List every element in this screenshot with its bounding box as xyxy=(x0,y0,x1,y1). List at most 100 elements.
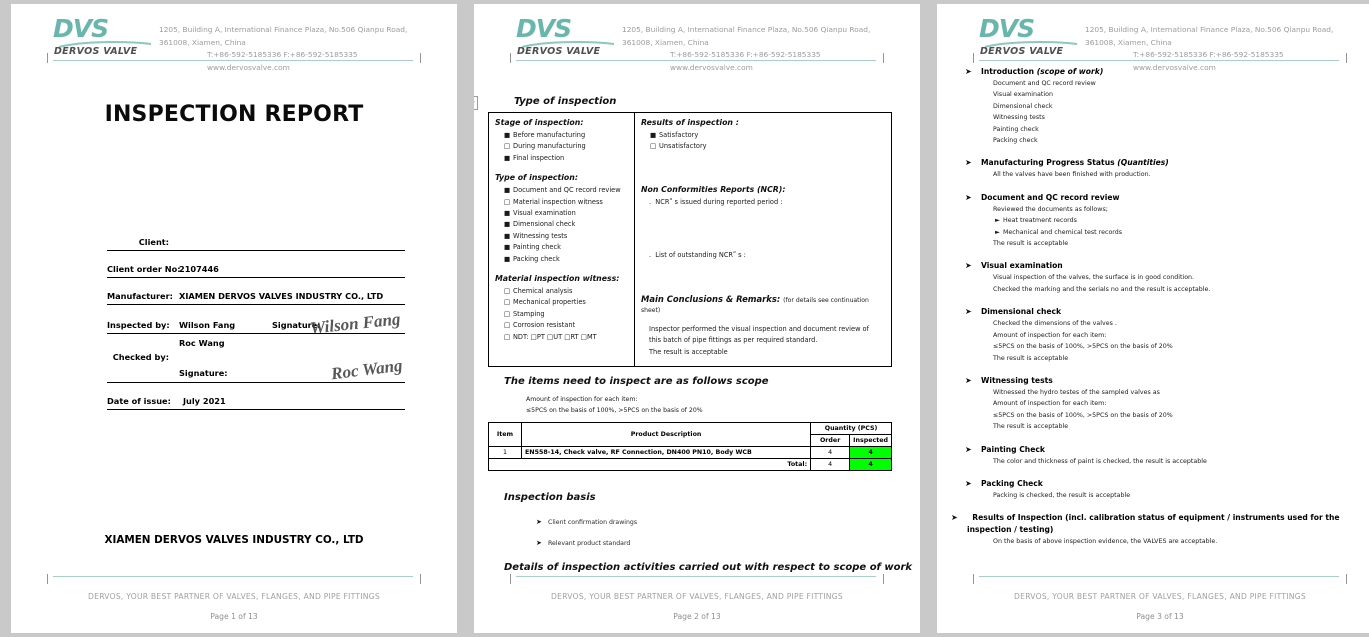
ndt-option[interactable]: □RT xyxy=(564,332,579,341)
footer-rule xyxy=(516,576,876,577)
logo-wordmark: DVS xyxy=(979,14,1035,43)
page-header: DVS DERVOS VALVE 1205, Building A, Inter… xyxy=(474,4,920,72)
cell-total-inspected: 4 xyxy=(849,458,892,471)
inspection-box-right-column: Results of inspection : ■ Satisfactory □ U… xyxy=(635,113,891,366)
checkbox-row[interactable]: □ Stamping xyxy=(495,309,628,320)
checkbox-row[interactable]: ■ Packing check xyxy=(495,254,628,265)
field-value[interactable]: July 2021 xyxy=(183,396,226,406)
th-order: Order xyxy=(810,434,851,447)
field-label: Date of issue: xyxy=(107,396,171,406)
body-subline-text: Heat treatment records xyxy=(1003,217,1077,225)
spacer xyxy=(937,146,1369,157)
dervos-logo: DVS DERVOS VALVE xyxy=(516,16,616,58)
checkbox-row[interactable]: □ Corrosion resistant xyxy=(495,320,628,331)
checkbox-row[interactable]: ■ Visual examination xyxy=(495,208,628,219)
field-value[interactable]: 2107446 xyxy=(179,264,219,274)
checkbox-row[interactable]: ■ Dimensional check xyxy=(495,219,628,230)
body-line: ≤5PCS on the basis of 100%, >5PCS on the… xyxy=(993,343,1173,351)
arrow-bullet-icon: ➤ xyxy=(965,375,972,385)
section-dimensional-check: ➤ Dimensional check Checked the dimension… xyxy=(937,306,1369,364)
ndt-option[interactable]: □UT xyxy=(547,332,563,341)
field-value[interactable]: XIAMEN DERVOS VALVES INDUSTRY CO., LTD xyxy=(179,291,384,301)
field-value[interactable] xyxy=(175,247,405,250)
checkbox-empty-icon: □ xyxy=(650,142,657,151)
logo-subtext: DERVOS VALVE xyxy=(54,46,138,57)
inspection-items-table: Item Product Description Quantity (PCS) … xyxy=(487,422,892,471)
checkbox-label: Packing check xyxy=(513,254,560,263)
dervos-logo: DVS DERVOS VALVE xyxy=(979,16,1079,58)
checkbox-row[interactable]: ■ Painting check xyxy=(495,242,628,253)
checkbox-label: Corrosion resistant xyxy=(513,321,576,330)
conclusions-line: this batch of pipe fittings as per requi… xyxy=(649,336,818,345)
checkbox-row[interactable]: ■ Document and QC record review xyxy=(495,185,628,196)
field-value: Wilson Fang xyxy=(179,320,236,330)
checkbox-label: Material inspection witness xyxy=(513,197,603,206)
list-item-label: Relevant product standard xyxy=(548,540,631,547)
checkbox-label: During manufacturing xyxy=(513,142,586,151)
checkbox-row[interactable]: ■ Final inspection xyxy=(495,153,628,164)
document-page-1: DVS DERVOS VALVE 1205, Building A, Inter… xyxy=(11,4,457,633)
subheading-main-conclusions: Main Conclusions & Remarks: (for details… xyxy=(641,294,885,314)
section-heading: ➤ Dimensional check xyxy=(965,306,1361,318)
section-introduction: ➤ Introduction (scope of work) Document a… xyxy=(937,66,1369,146)
table-total-row: Total: 4 4 xyxy=(487,458,892,471)
ndt-option[interactable]: □PT xyxy=(530,332,545,341)
section-heading-scope: The items need to inspect are as follows… xyxy=(504,376,769,387)
cell-inspected-qty: 4 xyxy=(849,446,892,459)
body-line: All the valves have been finished with p… xyxy=(993,171,1151,179)
checkbox-row[interactable]: □ Mechanical properties xyxy=(495,297,628,308)
section-heading: ➤ Painting Check xyxy=(965,444,1361,456)
body-line: Packing is checked, the result is accept… xyxy=(993,491,1131,499)
header-rule xyxy=(979,60,1339,61)
table-move-handle-icon[interactable]: ✥ xyxy=(474,96,478,110)
body-line: The result is acceptable xyxy=(993,240,1069,248)
ncr-item: . NCRʺ s issued during reported period : xyxy=(649,197,783,206)
logo-wordmark: DVS xyxy=(516,14,572,43)
crop-mark-top-left xyxy=(973,53,984,63)
spacer xyxy=(937,364,1369,375)
arrow-bullet-icon: ➤ xyxy=(965,192,972,202)
page-header: DVS DERVOS VALVE 1205, Building A, Inter… xyxy=(937,4,1369,72)
header-address: 1205, Building A, International Finance … xyxy=(622,25,871,47)
logo-swoosh-icon xyxy=(984,41,1078,48)
crop-mark-top-right xyxy=(410,53,421,63)
section-heading-text: Witnessing tests xyxy=(981,375,1053,385)
footer-rule xyxy=(979,576,1339,577)
table-row: 1 EN558-14, Check valve, RF Connection, … xyxy=(488,446,892,459)
arrow-bullet-icon: ➤ xyxy=(536,518,542,526)
checkbox-row-ndt[interactable]: □ NDT: □PT □UT □RT □MT xyxy=(495,332,628,343)
page-footer: DERVOS, YOUR BEST PARTNER OF VALVES, FLA… xyxy=(474,569,920,633)
checkbox-label: Witnessing tests xyxy=(513,231,568,240)
list-item-label: Client confirmation drawings xyxy=(548,519,638,526)
body-line: Document and QC record review xyxy=(993,80,1096,87)
body-subline-text: Mechanical and chemical test records xyxy=(1003,228,1123,236)
signature-label: Signature: xyxy=(179,368,228,378)
crop-mark-bottom-left xyxy=(973,574,984,584)
body-line: Painting check xyxy=(993,125,1039,133)
checkbox-row[interactable]: □ Chemical analysis xyxy=(495,286,628,297)
checkbox-row[interactable]: ■ Satisfactory xyxy=(641,130,885,141)
header-phone-web: T:+86-592-5185336 F:+86-592-5185335 www.… xyxy=(1133,50,1284,72)
crop-mark-top-left xyxy=(47,53,58,63)
footer-tagline: DERVOS, YOUR BEST PARTNER OF VALVES, FLA… xyxy=(1014,592,1306,601)
footer-tagline: DERVOS, YOUR BEST PARTNER OF VALVES, FLA… xyxy=(88,592,380,601)
checkbox-empty-icon: □ xyxy=(504,309,511,318)
checkbox-row[interactable]: □ Unsatisfactory xyxy=(641,141,885,152)
arrow-bullet-icon: ➤ xyxy=(951,513,958,523)
cell-total-label: Total: xyxy=(487,458,812,471)
field-value-group[interactable]: Wilson Fang Signature: Wilson Fang xyxy=(175,309,405,337)
cell-total-order: 4 xyxy=(810,458,851,471)
checkbox-row[interactable]: ■ Witnessing tests xyxy=(495,231,628,242)
checkbox-filled-icon: ■ xyxy=(504,153,511,162)
checkbox-row[interactable]: □ During manufacturing xyxy=(495,141,628,152)
ndt-option[interactable]: □MT xyxy=(580,332,597,341)
spacer xyxy=(937,249,1369,260)
field-label: Client: xyxy=(138,237,169,247)
field-value-group[interactable]: Roc Wang Signature: Roc Wang xyxy=(175,334,405,383)
checkbox-label: Dimensional check xyxy=(513,220,576,229)
cell-item-no: 1 xyxy=(488,446,522,459)
checkbox-row[interactable]: ■ Before manufacturing xyxy=(495,130,628,141)
checkbox-label: Stamping xyxy=(513,309,545,318)
checkbox-row[interactable]: □ Material inspection witness xyxy=(495,197,628,208)
footer-page-number: Page 3 of 13 xyxy=(1136,612,1184,621)
